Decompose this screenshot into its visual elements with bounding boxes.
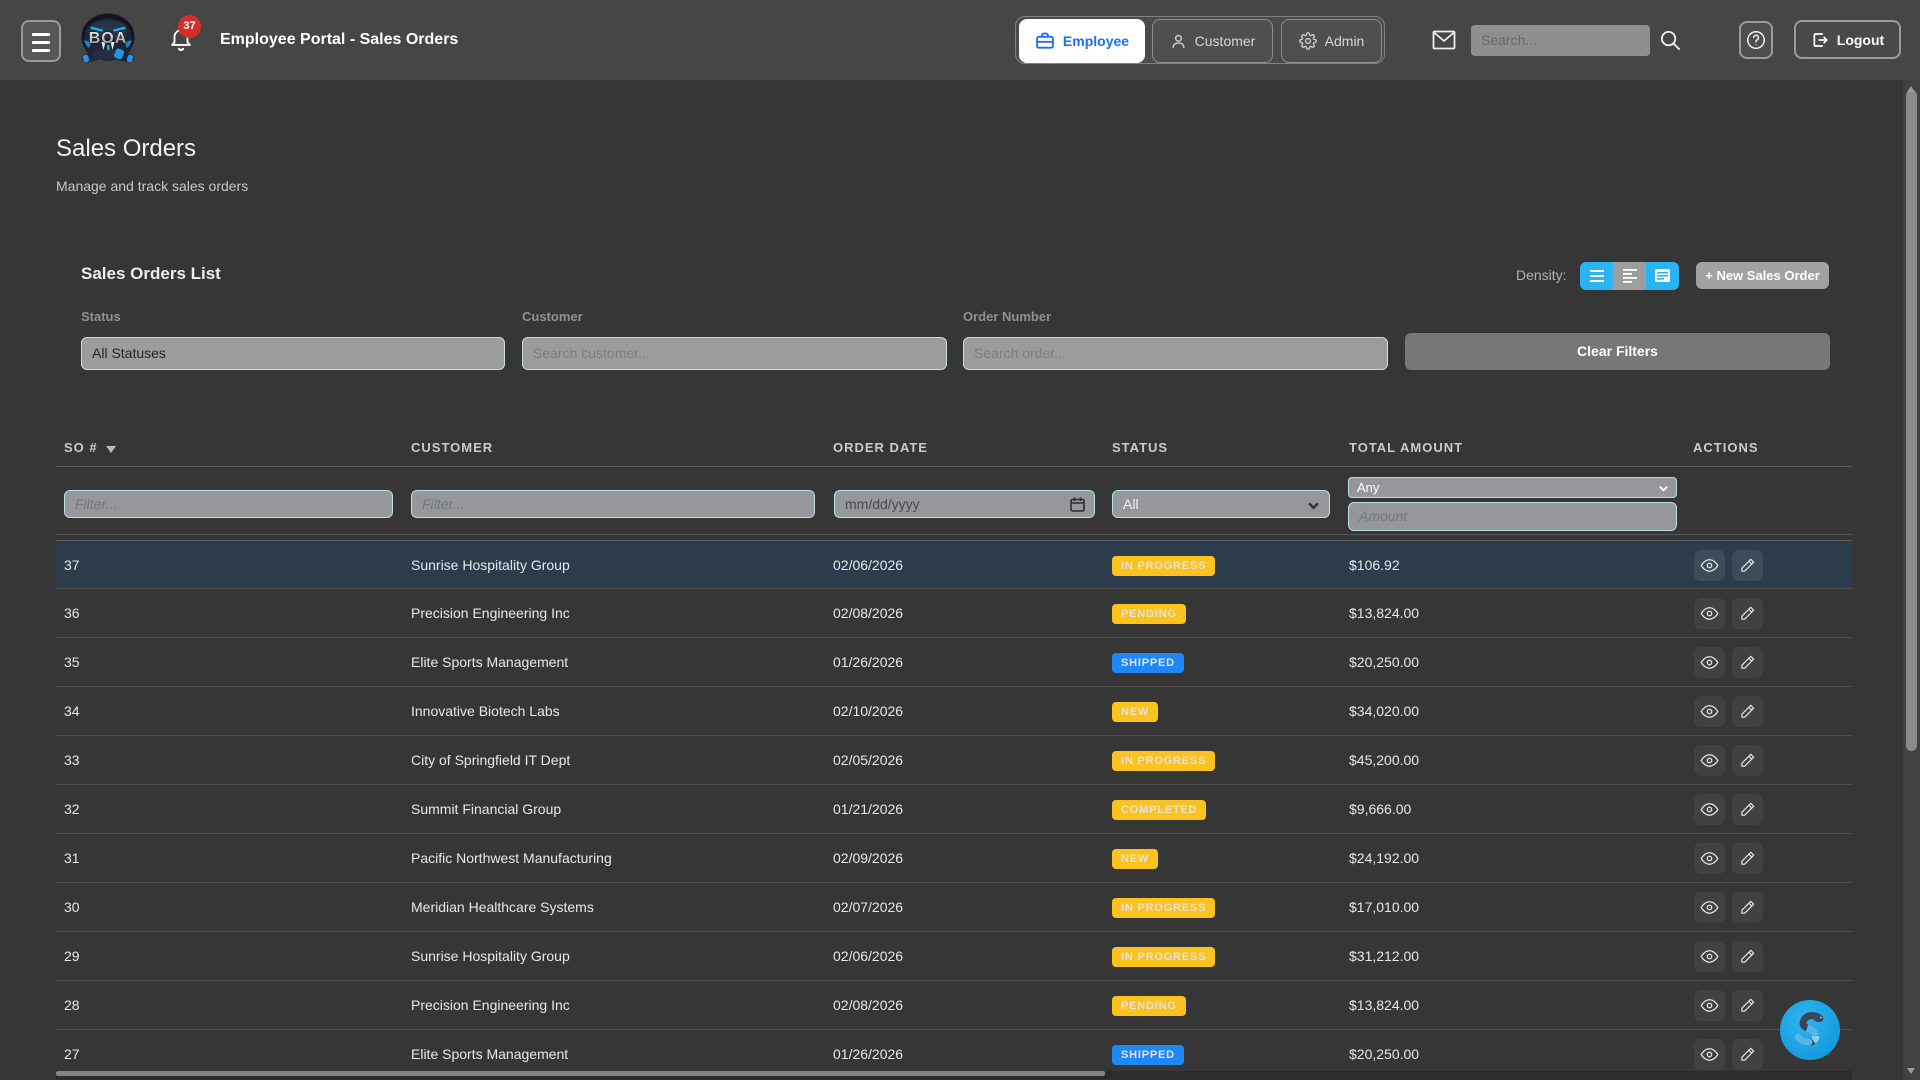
svg-text:BOA: BOA [89, 30, 128, 47]
